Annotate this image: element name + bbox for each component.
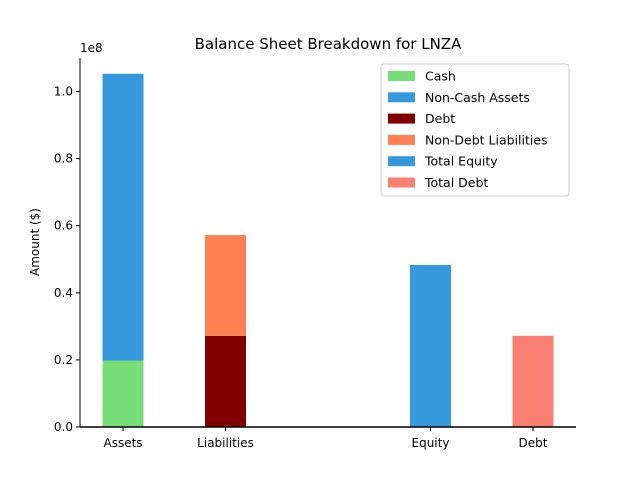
x-tick-label-liabilities: Liabilities xyxy=(197,436,254,450)
y-tick-label: 0.2 xyxy=(54,353,73,367)
legend-label: Debt xyxy=(425,111,455,126)
legend-swatch xyxy=(388,156,415,167)
legend-label: Non-Cash Assets xyxy=(425,90,530,105)
y-tick-label: 0.4 xyxy=(54,286,73,300)
legend-swatch xyxy=(388,113,415,124)
bar-total-equity xyxy=(410,265,451,427)
legend-swatch xyxy=(388,92,415,103)
legend-label: Cash xyxy=(425,69,456,84)
chart-title: Balance Sheet Breakdown for LNZA xyxy=(195,35,462,53)
bar-cash xyxy=(102,360,144,427)
legend-label: Total Equity xyxy=(424,154,498,169)
bar-debt xyxy=(205,335,246,427)
x-tick-label-equity: Equity xyxy=(412,436,450,450)
y-axis-offset-label: 1e8 xyxy=(80,41,103,55)
x-tick-label-debt: Debt xyxy=(518,436,547,450)
legend-label: Total Debt xyxy=(424,175,488,190)
bar-non-debt-liabilities xyxy=(205,235,246,336)
x-axis: Assets Liabilities Equity Debt xyxy=(80,426,576,450)
x-tick-label-assets: Assets xyxy=(104,436,143,450)
y-tick-label: 0.8 xyxy=(54,152,73,166)
y-tick-label: 0.0 xyxy=(54,420,73,434)
y-tick-label: 0.6 xyxy=(54,219,73,233)
legend-frame xyxy=(380,63,570,197)
legend-swatch xyxy=(388,177,415,188)
bar-non-cash-assets xyxy=(102,73,144,361)
legend-label: Non-Debt Liabilities xyxy=(425,132,548,147)
legend-swatch xyxy=(388,134,415,145)
bar-total-debt xyxy=(512,335,554,427)
legend: Cash Non-Cash Assets Debt Non-Debt Liabilit… xyxy=(380,63,570,197)
legend-swatch xyxy=(388,71,415,81)
y-tick-label: 1.0 xyxy=(54,85,73,99)
y-axis-label: Amount ($) xyxy=(28,208,42,276)
y-axis: 0.0 0.2 0.4 0.6 0.8 1.0 xyxy=(54,58,81,434)
bars-group xyxy=(102,73,554,427)
